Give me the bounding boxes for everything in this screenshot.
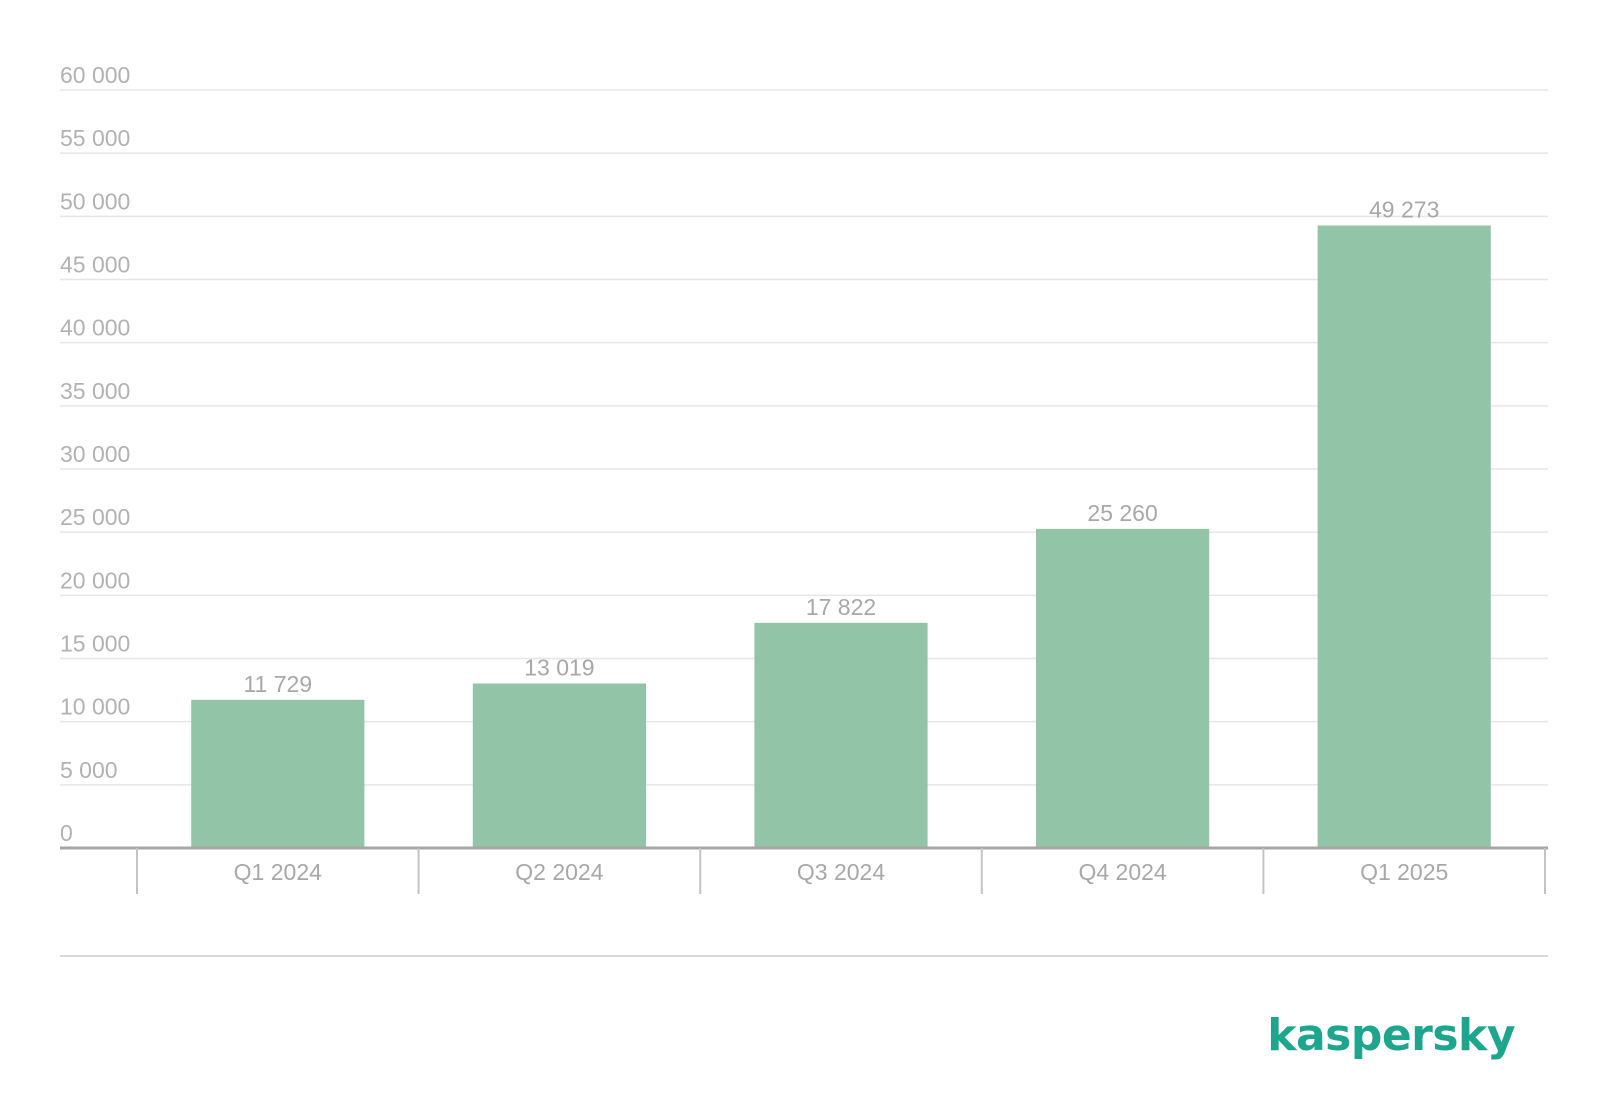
y-tick-label: 40 000	[60, 315, 130, 341]
y-axis-tick-labels: 0 5 000 10 000 15 000 20 000 25 000 30 000 35 0…	[60, 62, 130, 846]
data-label: 11 729	[243, 671, 312, 697]
x-tick-label: Q1 2025	[1360, 859, 1448, 885]
x-tick-label: Q2 2024	[515, 859, 603, 885]
bar	[1036, 528, 1210, 848]
x-axis-category-labels: Q1 2024 Q2 2024 Q3 2024 Q4 2024 Q1 2025	[234, 859, 1449, 885]
data-label: 17 822	[806, 594, 876, 620]
y-tick-label: 35 000	[60, 378, 130, 404]
y-tick-label: 55 000	[60, 125, 130, 151]
y-tick-label: 5 000	[60, 757, 118, 783]
y-tick-label: 15 000	[60, 631, 130, 657]
x-tick-label: Q3 2024	[797, 859, 885, 885]
bar	[1317, 225, 1491, 848]
data-label: 49 273	[1369, 197, 1439, 223]
bar	[754, 622, 928, 848]
y-tick-label: 50 000	[60, 188, 130, 214]
y-tick-label: 0	[60, 820, 73, 846]
bars	[191, 225, 1491, 848]
data-label: 13 019	[524, 655, 594, 681]
kaspersky-logo: kaspersky	[1267, 1010, 1515, 1061]
y-tick-label: 30 000	[60, 441, 130, 467]
y-tick-label: 60 000	[60, 62, 130, 88]
bar	[191, 699, 365, 848]
y-tick-label: 20 000	[60, 567, 130, 593]
x-tick-label: Q4 2024	[1078, 859, 1166, 885]
x-tick-label: Q1 2024	[234, 859, 322, 885]
x-axis	[60, 846, 1548, 894]
y-tick-label: 45 000	[60, 252, 130, 278]
y-tick-label: 25 000	[60, 504, 130, 530]
data-label: 25 260	[1087, 500, 1157, 526]
value-labels: 11 729 13 019 17 822 25 260 49 273	[243, 197, 1439, 697]
y-tick-label: 10 000	[60, 694, 130, 720]
bar	[472, 683, 646, 848]
